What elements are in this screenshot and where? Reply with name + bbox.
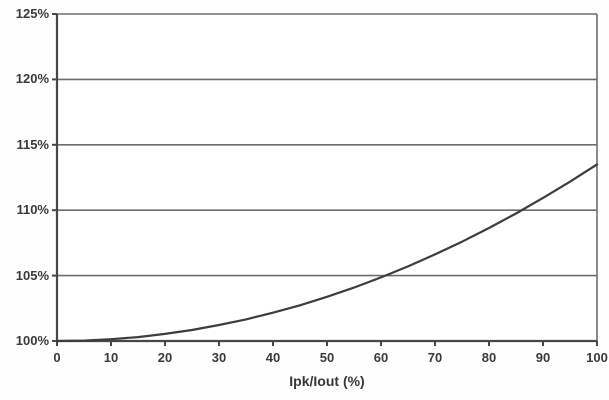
data-curve [55, 163, 599, 343]
x-axis-title: Ipk/Iout (%) [289, 373, 365, 389]
x-tick-label-80: 80 [481, 350, 497, 365]
x-tick-label-90: 90 [535, 350, 551, 365]
y-tick-label-125: 125% [15, 6, 49, 21]
x-tick-label-50: 50 [319, 350, 335, 365]
y-tick-label-115: 115% [16, 136, 49, 152]
y-tick-label-110: 110% [16, 202, 49, 218]
y-tick-label-100: 100% [15, 333, 49, 348]
x-tick-label-60: 60 [373, 350, 389, 365]
x-tick-label-20: 20 [157, 350, 173, 365]
y-tick-label-105: 105% [15, 267, 49, 283]
x-tick-label-10: 10 [103, 350, 119, 365]
x-tick-label-70: 70 [427, 350, 443, 365]
y-tick-label-120: 120% [15, 71, 49, 87]
x-tick-label-30: 30 [211, 350, 227, 365]
x-tick-label-100: 100 [586, 350, 608, 365]
plot-background [57, 14, 597, 341]
x-tick-label-0: 0 [53, 350, 61, 365]
x-tick-label-40: 40 [265, 350, 281, 365]
